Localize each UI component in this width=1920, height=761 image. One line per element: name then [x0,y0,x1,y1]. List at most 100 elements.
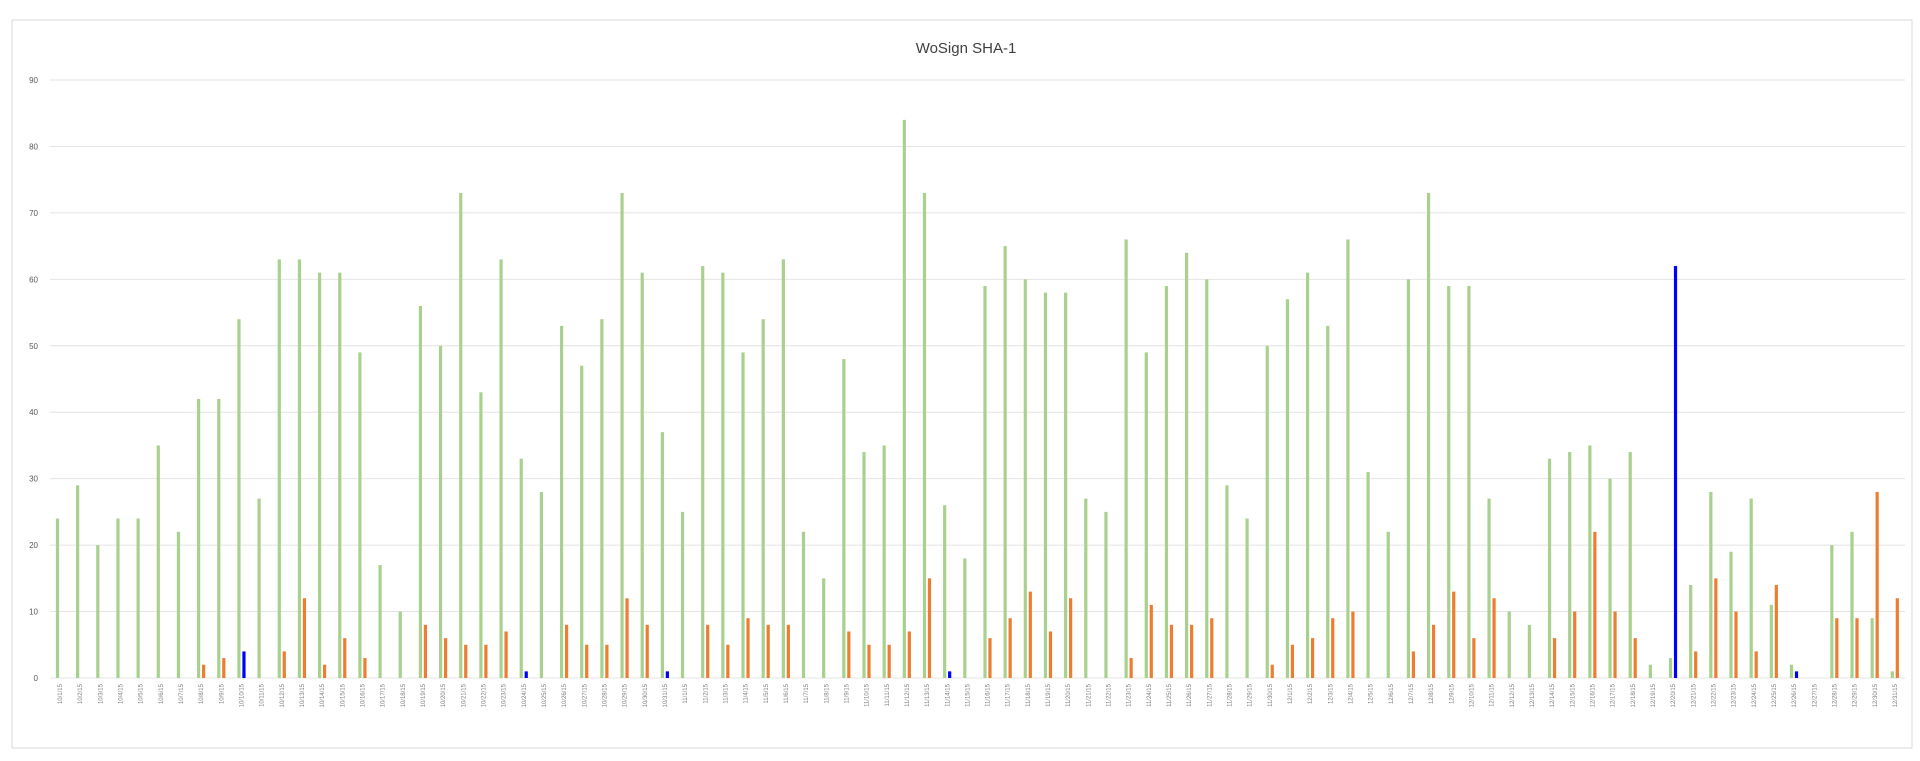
bar-series-1 [1668,658,1673,678]
x-tick-label: 12/28/15 [1832,683,1838,707]
x-tick-label: 11/21/15 [1086,683,1092,707]
bar-series-1 [297,259,302,678]
x-tick-label: 12/21/15 [1691,683,1697,707]
x-tick-label: 12/4/15 [1349,683,1355,704]
x-tick-label: 11/5/15 [764,683,770,703]
bar-series-1 [438,345,443,678]
bar-series-3 [1673,266,1678,678]
x-tick-label: 11/6/15 [784,683,790,703]
bar-series-1 [116,518,120,678]
bar-series-1 [882,445,886,678]
x-tick-label: 12/20/15 [1671,683,1677,707]
x-tick-label: 12/19/15 [1651,683,1657,707]
bar-series-2 [1774,584,1778,678]
chart-border [11,19,1913,749]
x-tick-label: 10/30/15 [643,683,649,707]
bar-series-2 [423,624,428,678]
bar-series-1 [1568,452,1572,678]
bar-series-2 [1694,651,1698,678]
bar-series-1 [862,452,866,678]
x-tick-label: 11/25/15 [1167,683,1173,707]
bar-series-2 [1714,578,1718,678]
bar-series-1 [1164,285,1169,678]
x-tick-label: 12/14/15 [1550,683,1556,707]
bar-series-1 [1729,551,1733,678]
bar-series-2 [1411,651,1416,678]
x-tick-label: 12/25/15 [1772,683,1778,707]
bar-series-1 [398,611,402,678]
bar-series-1 [781,259,785,678]
x-tick-label: 11/10/15 [865,683,871,707]
y-tick-label: 70 [29,209,38,218]
x-tick-label: 10/7/15 [179,683,185,704]
x-tick-label: 11/24/15 [1147,683,1153,707]
x-tick-label: 11/27/15 [1207,683,1213,707]
y-tick-label: 80 [29,142,38,151]
bar-series-1 [1628,452,1632,678]
x-tick-label: 12/27/15 [1812,683,1818,707]
x-tick-label: 10/24/15 [522,683,528,707]
bar-series-2 [1008,618,1012,678]
bar-series-2 [363,658,367,678]
x-tick-label: 10/22/15 [482,683,488,707]
bar-series-1 [257,498,261,678]
bar-series-1 [721,272,725,678]
bar-series-2 [585,644,589,678]
x-tick-label: 10/18/15 [401,683,407,707]
bar-series-2 [484,644,488,678]
bar-series-1 [96,545,100,678]
bar-series-1 [136,518,140,678]
bar-series-1 [943,505,947,678]
bar-series-1 [1870,618,1874,678]
x-tick-label: 12/23/15 [1732,683,1738,707]
x-tick-label: 12/26/15 [1792,683,1798,707]
bar-series-2 [1210,618,1214,678]
bar-series-1 [318,272,322,678]
bar-series-1 [1144,352,1148,678]
x-tick-label: 12/9/15 [1449,683,1455,704]
bar-series-1 [1305,272,1310,678]
bar-series-2 [766,624,770,678]
bar-series-2 [1169,624,1174,678]
x-tick-label: 12/11/15 [1490,683,1496,707]
y-axis-ticks: 0 10 20 30 40 50 60 70 80 90 [29,76,38,683]
x-tick-label: 11/8/15 [824,683,830,703]
bar-series-1 [156,445,160,678]
bar-series-1 [963,558,967,678]
x-tick-label: 11/3/15 [723,683,729,703]
x-tick-label: 12/30/15 [1873,683,1879,707]
bar-series-2 [1351,611,1355,678]
bar-series-1 [1205,279,1209,678]
bar-series-1 [1769,604,1773,678]
x-tick-label: 10/1/15 [58,683,64,704]
bar-series-1 [761,319,765,678]
x-tick-label: 10/21/15 [461,683,467,707]
x-tick-label: 10/3/15 [98,683,104,704]
bar-series-2 [222,658,226,678]
x-tick-label: 10/12/15 [280,683,286,707]
x-tick-label: 10/15/15 [340,683,346,707]
x-tick-label: 11/22/15 [1107,683,1113,707]
bar-series-3 [242,651,246,678]
bar-series-1 [1023,279,1027,678]
bar-series-2 [1048,631,1053,678]
bar-series-1 [176,531,181,678]
x-tick-label: 11/13/15 [925,683,931,707]
bar-series-2 [1835,618,1839,678]
x-tick-label: 10/31/15 [663,683,669,707]
bar-series-2 [564,624,569,678]
x-tick-label: 10/27/15 [582,683,588,707]
bar-series-1 [640,272,644,678]
bar-series-2 [1754,651,1758,678]
x-tick-label: 10/13/15 [300,683,306,707]
bar-series-1 [55,518,60,678]
bar-series-1 [620,192,624,678]
x-tick-label: 10/23/15 [502,683,508,707]
bar-series-2 [927,578,932,678]
y-tick-label: 40 [29,408,38,417]
bar-series-1 [358,352,362,678]
bar-series-1 [1467,285,1471,678]
bar-series-2 [1895,598,1899,678]
